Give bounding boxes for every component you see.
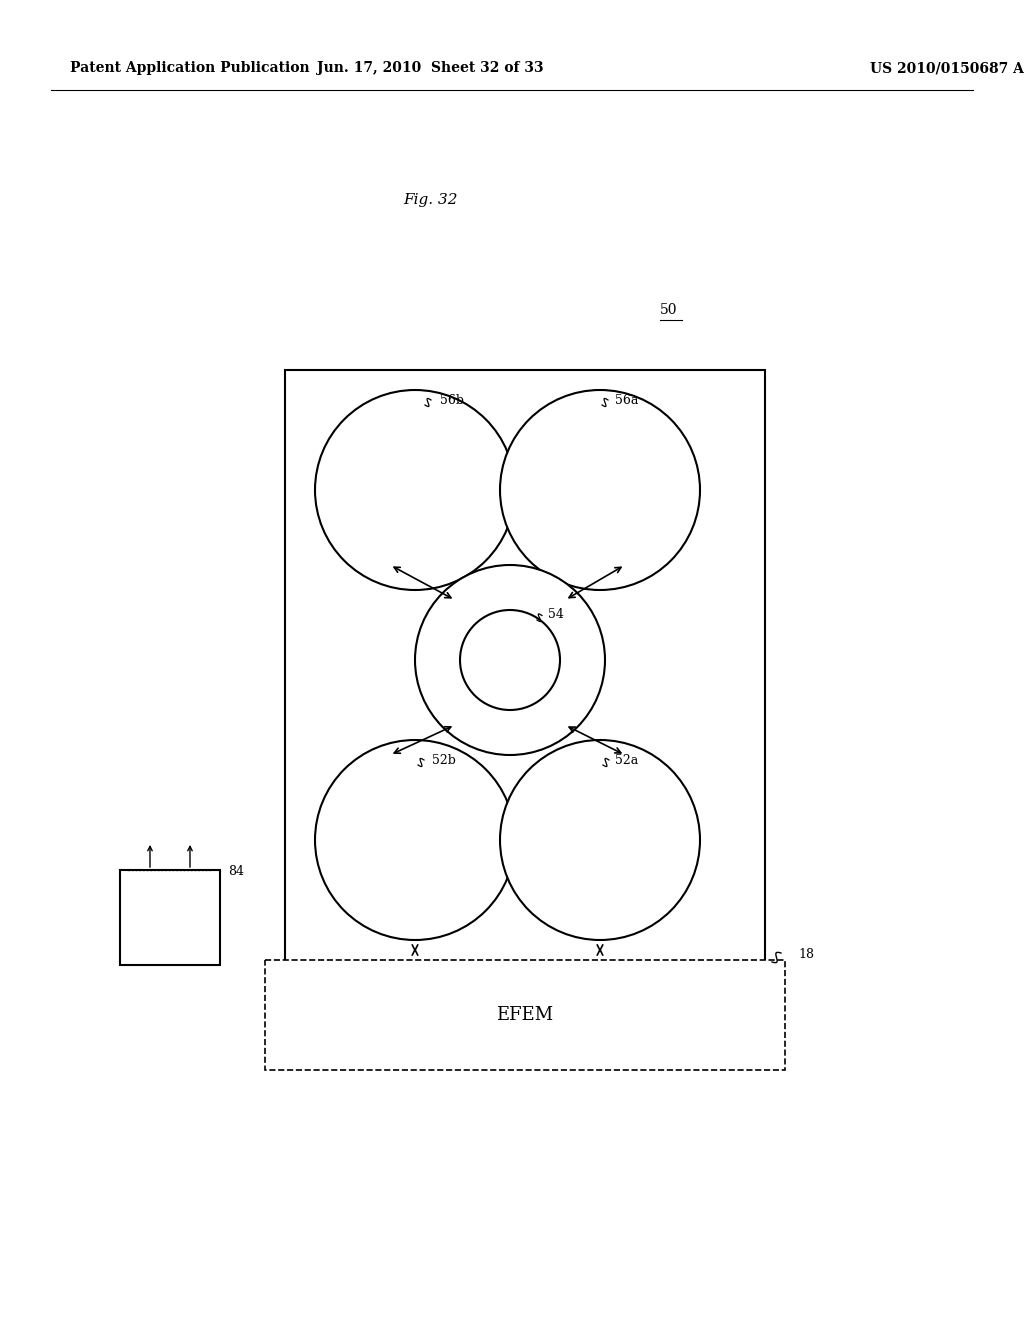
Circle shape [500, 389, 700, 590]
Text: 52a: 52a [615, 754, 638, 767]
Text: US 2010/0150687 A1: US 2010/0150687 A1 [870, 61, 1024, 75]
Text: 54: 54 [548, 609, 564, 622]
Circle shape [500, 741, 700, 940]
Text: Fig. 32: Fig. 32 [402, 193, 458, 207]
Text: Patent Application Publication: Patent Application Publication [70, 61, 309, 75]
Text: Jun. 17, 2010  Sheet 32 of 33: Jun. 17, 2010 Sheet 32 of 33 [316, 61, 544, 75]
Circle shape [315, 389, 515, 590]
Circle shape [415, 565, 605, 755]
Text: 56b: 56b [440, 393, 464, 407]
Bar [285, 370, 765, 990]
Bar [120, 870, 220, 965]
Circle shape [460, 610, 560, 710]
Text: 52b: 52b [432, 754, 456, 767]
Text: 50: 50 [660, 304, 678, 317]
Text: 18: 18 [798, 949, 814, 961]
Text: 84: 84 [228, 865, 244, 878]
Bar [265, 960, 785, 1071]
Text: 56a: 56a [615, 393, 638, 407]
Circle shape [315, 741, 515, 940]
Text: EFEM: EFEM [497, 1006, 554, 1024]
